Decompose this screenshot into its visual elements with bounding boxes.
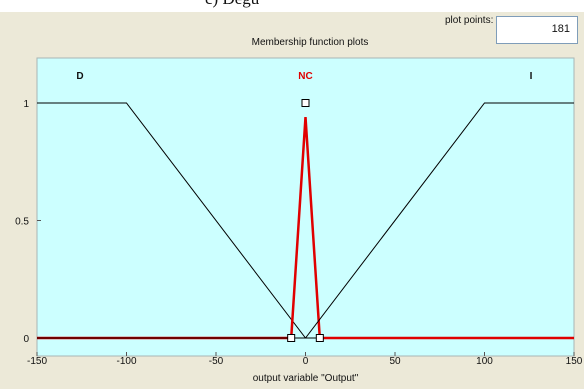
plot-points-label: plot points:	[445, 15, 494, 26]
nc-handle-marker[interactable]	[287, 334, 296, 342]
y-axis-tick-label: 1	[23, 99, 29, 110]
top-text-fragment: c) Degu	[205, 0, 259, 9]
x-axis-tick-label: 50	[389, 356, 401, 367]
label-layer: D NC I	[76, 71, 532, 82]
series-label-d: D	[76, 71, 83, 82]
nc-handle-marker[interactable]	[301, 99, 310, 107]
series-layer	[37, 102, 574, 340]
x-axis-tick-label: 150	[566, 356, 583, 367]
series-line-i	[37, 102, 574, 339]
cropped-document-edge: c) Degu	[0, 0, 584, 12]
plot-points-input[interactable]: 181	[496, 16, 578, 44]
x-axis-tick-label: -50	[209, 356, 224, 367]
series-label-i: I	[530, 71, 533, 82]
x-axis-label: output variable "Output"	[253, 373, 359, 384]
x-axis-tick-label: -100	[116, 356, 136, 367]
y-axis-tick-label: 0.5	[15, 217, 29, 228]
x-axis-tick-label: 100	[476, 356, 493, 367]
plot-background	[36, 57, 575, 357]
y-axis-tick-label: 0	[23, 334, 29, 345]
chart-title: Membership function plots	[251, 37, 369, 48]
x-axis-tick-label: -150	[27, 356, 47, 367]
marker-layer	[287, 99, 324, 342]
nc-handle-marker[interactable]	[315, 334, 324, 342]
series-label-nc: NC	[298, 71, 312, 82]
x-axis-tick-label: 0	[303, 356, 309, 367]
